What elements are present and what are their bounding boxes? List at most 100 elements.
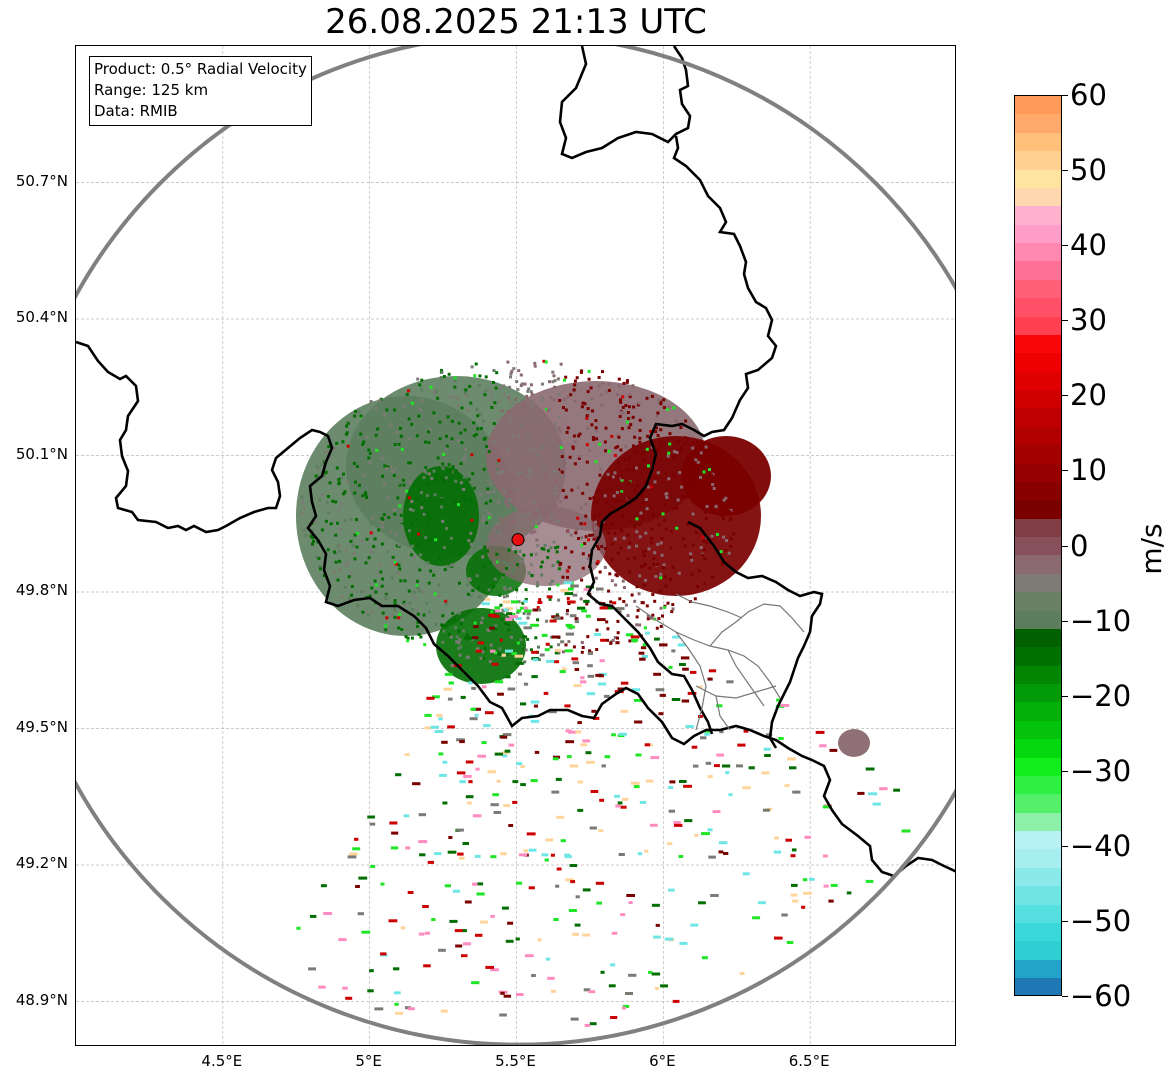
- echo-pixel: [333, 550, 336, 554]
- echo-pixel: [655, 414, 659, 418]
- echo-streak: [775, 704, 785, 708]
- echo-streak: [687, 691, 697, 695]
- radar-map[interactable]: [76, 46, 956, 1046]
- echo-pixel: [327, 445, 331, 449]
- echo-streak: [615, 607, 625, 611]
- echo-pixel: [580, 405, 584, 409]
- echo-pixel: [355, 545, 359, 549]
- echo-pixel: [588, 533, 592, 537]
- echo-pixel: [695, 440, 699, 444]
- echo-pixel: [555, 550, 559, 554]
- echo-pixel: [361, 610, 365, 614]
- echo-streak: [701, 832, 710, 836]
- echo-pixel: [653, 599, 657, 603]
- echo-pixel: [336, 578, 340, 582]
- echo-pixel: [654, 430, 658, 434]
- echo-pixel: [638, 418, 642, 422]
- echo-pixel: [544, 360, 548, 364]
- echo-pixel: [481, 650, 485, 654]
- echo-pixel: [352, 551, 356, 555]
- echo-streak: [507, 921, 514, 925]
- echo-pixel: [507, 396, 510, 400]
- echo-streak: [524, 954, 534, 958]
- range-circle: [76, 46, 955, 1045]
- echo-streak: [552, 757, 559, 761]
- echo-streak: [499, 1013, 507, 1017]
- echo-streak: [485, 597, 491, 601]
- echo-pixel: [550, 635, 554, 639]
- echo-pixel: [481, 555, 485, 559]
- echo-pixel: [362, 440, 366, 444]
- echo-pixel: [488, 561, 492, 565]
- echo-streak: [650, 823, 658, 827]
- echo-streak: [654, 986, 659, 990]
- echo-streak: [463, 774, 472, 778]
- echo-streak: [628, 973, 637, 977]
- echo-pixel: [675, 526, 679, 530]
- echo-pixel: [660, 553, 664, 557]
- echo-pixel: [503, 490, 506, 494]
- echo-pixel: [445, 469, 449, 473]
- echo-pixel: [493, 627, 497, 631]
- echo-pixel: [464, 388, 468, 392]
- echo-pixel: [573, 383, 577, 387]
- echo-pixel: [540, 560, 544, 564]
- echo-pixel: [472, 421, 476, 425]
- echo-pixel: [474, 432, 478, 436]
- echo-streak: [434, 730, 444, 733]
- echo-pixel: [457, 404, 461, 408]
- echo-pixel: [496, 472, 500, 476]
- echo-pixel: [465, 539, 469, 543]
- echo-pixel: [507, 548, 511, 552]
- echo-pixel: [653, 480, 657, 484]
- map-panel[interactable]: [75, 45, 956, 1046]
- echo-pixel: [621, 405, 625, 409]
- echo-pixel: [502, 393, 506, 396]
- echo-streak: [764, 754, 771, 757]
- echo-streak: [449, 919, 458, 923]
- echo-streak: [556, 867, 562, 871]
- echo-streak: [645, 631, 650, 635]
- echo-streak: [597, 618, 606, 622]
- echo-streak: [587, 664, 593, 668]
- echo-streak: [503, 804, 511, 808]
- echo-pixel: [666, 408, 670, 411]
- echo-pixel: [594, 520, 597, 524]
- echo-streak: [553, 755, 561, 759]
- echo-pixel: [367, 448, 371, 452]
- echo-pixel: [590, 397, 594, 401]
- echo-pixel: [598, 442, 602, 446]
- echo-pixel: [656, 471, 660, 475]
- echo-pixel: [599, 467, 602, 471]
- echo-pixel: [628, 541, 632, 545]
- echo-pixel: [678, 471, 682, 475]
- echo-pixel: [575, 376, 579, 380]
- echo-pixel: [419, 501, 423, 505]
- echo-pixel: [528, 512, 532, 516]
- echo-pixel: [497, 559, 501, 563]
- echo-pixel: [647, 464, 650, 468]
- echo-pixel: [338, 559, 341, 563]
- echo-streak: [320, 884, 327, 888]
- echo-pixel: [516, 486, 520, 490]
- echo-streak: [456, 738, 465, 742]
- radar-site-marker[interactable]: [511, 533, 525, 547]
- echo-streak: [604, 755, 611, 759]
- echo-pixel: [457, 503, 460, 507]
- echo-pixel: [703, 582, 707, 586]
- product-info-box: Product: 0.5° Radial Velocity Range: 125…: [89, 56, 312, 126]
- echo-streak: [520, 702, 527, 706]
- echo-pixel: [400, 448, 404, 451]
- echo-pixel: [470, 453, 474, 457]
- echo-pixel: [394, 562, 398, 566]
- echo-pixel: [397, 563, 401, 567]
- echo-pixel: [481, 656, 485, 660]
- echo-pixel: [714, 504, 718, 508]
- echo-streak: [452, 889, 461, 893]
- echo-streak: [559, 670, 566, 674]
- echo-pixel: [710, 575, 714, 579]
- echo-pixel: [395, 430, 399, 434]
- echo-pixel: [393, 443, 397, 446]
- echo-pixel: [643, 562, 647, 566]
- echo-pixel: [616, 636, 619, 640]
